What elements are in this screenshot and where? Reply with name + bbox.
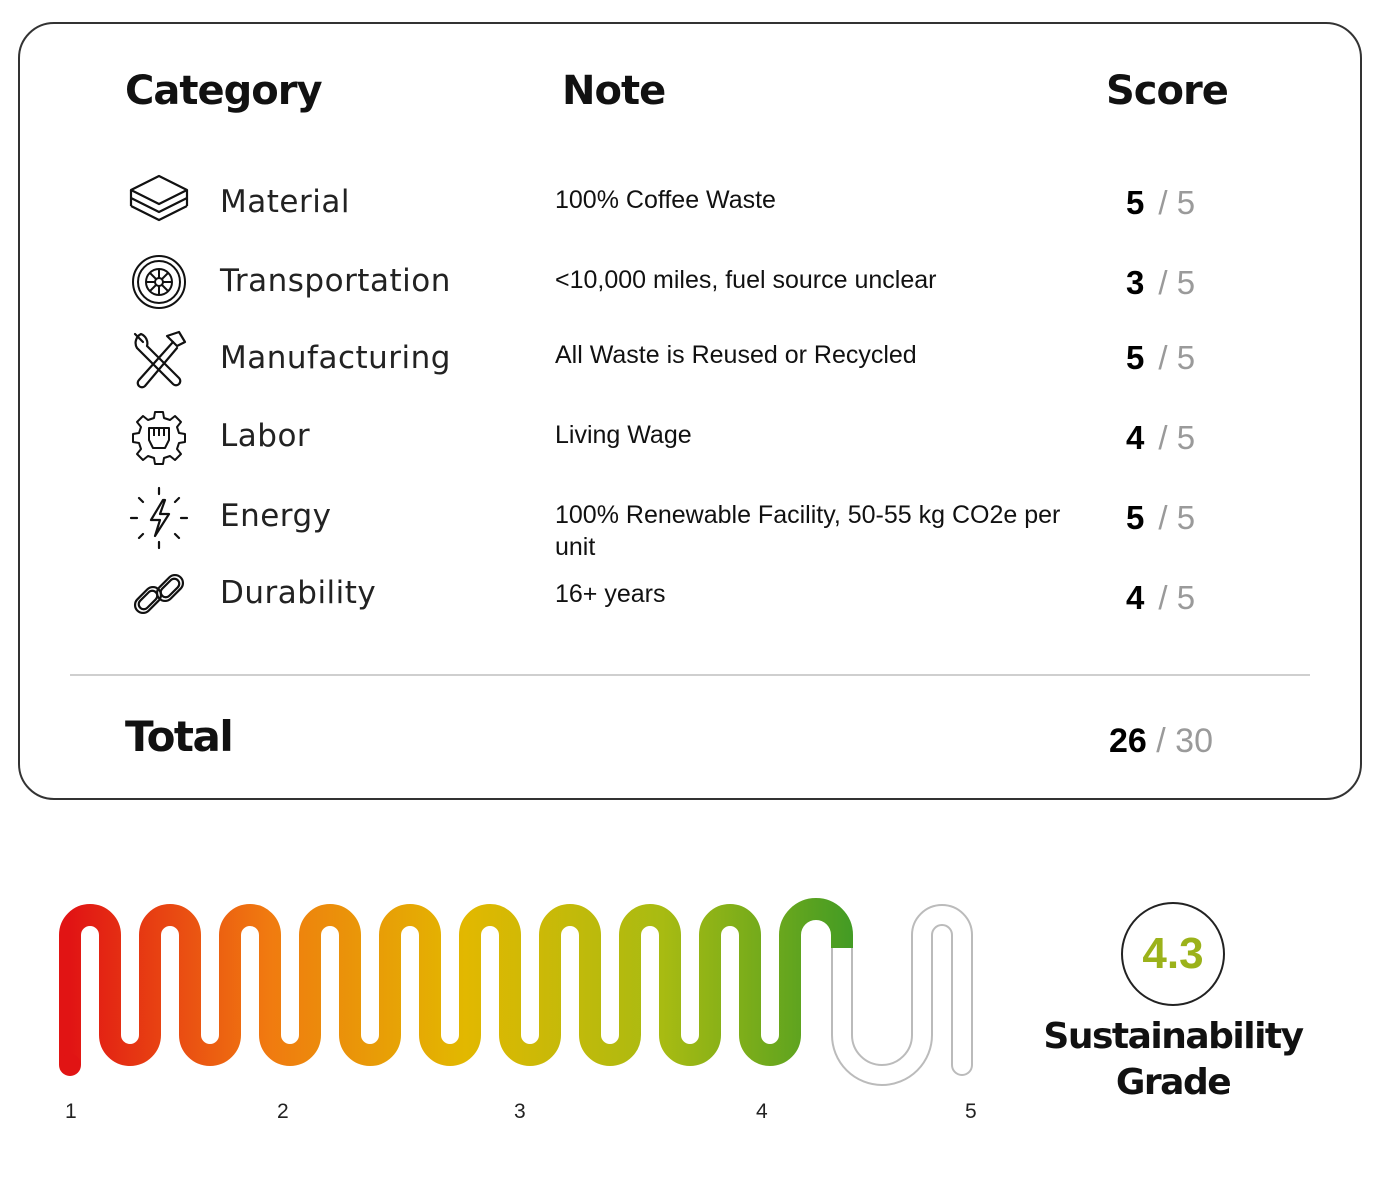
note-text: All Waste is Reused or Recycled bbox=[555, 341, 917, 369]
gauge-start-cap bbox=[59, 1054, 81, 1076]
row-score: 5 / 5 bbox=[1126, 184, 1195, 222]
category-label: Labor bbox=[220, 418, 311, 454]
layers-icon bbox=[127, 170, 191, 234]
row-score: 4 / 5 bbox=[1126, 419, 1195, 457]
total-score-max: / 30 bbox=[1146, 722, 1213, 760]
score-max: / 5 bbox=[1158, 579, 1196, 616]
category-label: Energy bbox=[220, 498, 332, 534]
score-value: 5 bbox=[1126, 499, 1145, 536]
score-value: 5 bbox=[1126, 339, 1145, 376]
gauge-tick-label: 1 bbox=[65, 1100, 77, 1123]
row-score: 3 / 5 bbox=[1126, 264, 1195, 302]
tire-icon bbox=[127, 250, 191, 314]
gauge-fill bbox=[59, 898, 853, 1066]
score-card bbox=[18, 22, 1362, 800]
category-label: Transportation bbox=[220, 263, 451, 299]
category-label: Manufacturing bbox=[220, 340, 451, 376]
row-score: 4 / 5 bbox=[1126, 579, 1195, 617]
fist-gear-icon bbox=[127, 406, 191, 470]
note-header: Note bbox=[562, 68, 666, 114]
category-label: Durability bbox=[220, 575, 377, 611]
note-text: 100% Renewable Facility, 50-55 kg CO2e p… bbox=[555, 501, 1061, 561]
score-value: 4 bbox=[1126, 579, 1145, 616]
score-max: / 5 bbox=[1158, 499, 1196, 536]
note-text: Living Wage bbox=[555, 421, 692, 449]
gauge-tick-label: 2 bbox=[277, 1100, 289, 1123]
note-text: <10,000 miles, fuel source unclear bbox=[555, 266, 937, 294]
score-value: 4 bbox=[1126, 419, 1145, 456]
lightning-icon bbox=[127, 486, 191, 550]
score-value: 5 bbox=[1126, 184, 1145, 221]
note-text: 16+ years bbox=[555, 580, 666, 608]
total-score-value: 26 bbox=[1109, 722, 1147, 760]
note-text: 100% Coffee Waste bbox=[555, 186, 776, 214]
category-label: Material bbox=[220, 184, 350, 220]
gauge-empty-outline bbox=[831, 904, 973, 1086]
divider bbox=[70, 674, 1310, 676]
score-max: / 5 bbox=[1158, 339, 1196, 376]
chain-link-icon bbox=[127, 562, 191, 626]
total-label: Total bbox=[125, 712, 234, 761]
gauge-tick-label: 4 bbox=[756, 1100, 768, 1123]
tools-icon bbox=[127, 328, 191, 392]
gauge-tick-label: 3 bbox=[514, 1100, 526, 1123]
score-value: 3 bbox=[1126, 264, 1145, 301]
score-header: Score bbox=[1106, 68, 1229, 114]
grade-label-line1: Sustainability bbox=[1043, 1016, 1304, 1057]
gauge-tick-label: 5 bbox=[965, 1100, 977, 1123]
sustainability-gauge bbox=[59, 898, 973, 1086]
grade-label-line2: Grade bbox=[1115, 1062, 1232, 1103]
grade-value: 4.3 bbox=[1142, 929, 1204, 978]
grade-label: Sustainability Grade bbox=[1040, 1014, 1306, 1106]
score-max: / 5 bbox=[1158, 264, 1196, 301]
gauge-empty-track bbox=[833, 906, 971, 1084]
score-max: / 5 bbox=[1158, 419, 1196, 456]
row-score: 5 / 5 bbox=[1126, 499, 1195, 537]
category-header: Category bbox=[125, 68, 323, 114]
total-score: 26 / 30 bbox=[1109, 722, 1213, 761]
score-max: / 5 bbox=[1158, 184, 1196, 221]
row-score: 5 / 5 bbox=[1126, 339, 1195, 377]
grade-badge: 4.3 bbox=[1121, 902, 1225, 1006]
